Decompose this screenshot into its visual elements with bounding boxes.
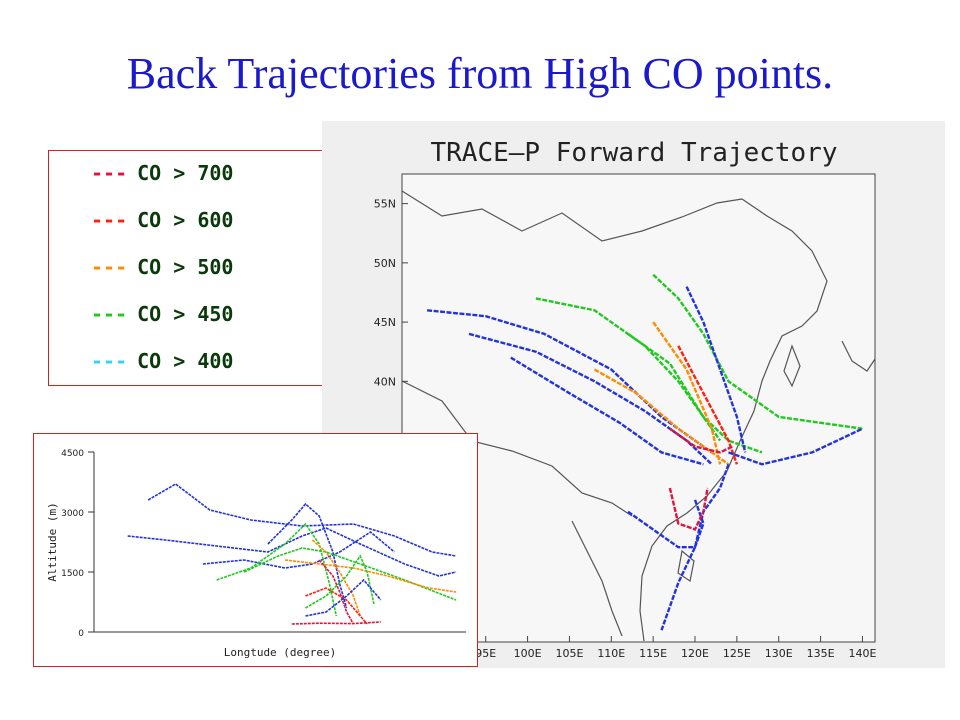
coastline-korea	[783, 344, 801, 388]
co-legend: --- CO > 700 --- CO > 600 --- CO > 500 --- C…	[48, 150, 326, 386]
map-x-tick-label: 100E	[514, 647, 542, 660]
map-trajectories	[426, 273, 863, 631]
map-x-tick-label: 135E	[807, 647, 835, 660]
altitude-trajectory-line	[305, 587, 368, 625]
altitude-trajectories	[127, 483, 457, 625]
map-trajectory-line	[728, 427, 863, 466]
map-x-tick-label: 105E	[555, 647, 583, 660]
legend-item-co-400: --- CO > 400	[91, 349, 233, 373]
altitude-trajectory-line	[216, 522, 338, 617]
altitude-trajectory-line	[291, 621, 381, 625]
altitude-y-tick-label: 4500	[61, 449, 84, 459]
legend-dash: ---	[91, 349, 128, 373]
altitude-y-tick-label: 0	[78, 629, 84, 639]
map-x-tick-label: 120E	[681, 647, 709, 660]
map-x-tick-label: 140E	[848, 647, 876, 660]
map-trajectory-line	[669, 427, 734, 454]
legend-item-co-700: --- CO > 700	[91, 161, 233, 185]
map-trajectory-line	[510, 356, 704, 466]
altitude-y-tick-label: 3000	[61, 509, 84, 519]
altitude-trajectory-line	[202, 531, 395, 569]
altitude-trajectory-line	[318, 559, 355, 625]
legend-item-co-450: --- CO > 450	[91, 302, 233, 326]
altitude-y-label: Altitude (m)	[46, 502, 59, 581]
legend-label: CO > 500	[137, 255, 234, 279]
map-y-tick-label: 55N	[374, 198, 396, 211]
map-x-tick-label: 130E	[765, 647, 793, 660]
map-title: TRACE–P Forward Trajectory	[431, 138, 838, 168]
map-trajectory-line	[660, 463, 730, 631]
map-trajectory-line	[677, 345, 739, 465]
altitude-chart: 0 1500 3000 4500 Altitude (m) Longtude (deg…	[46, 449, 466, 659]
altitude-trajectory-line	[127, 527, 457, 577]
coastline-east	[639, 198, 828, 642]
altitude-inset-panel: 0 1500 3000 4500 Altitude (m) Longtude (deg…	[33, 433, 478, 667]
map-trajectory-line	[668, 487, 709, 531]
map-coastlines	[401, 190, 876, 642]
map-y-tick-label: 45N	[374, 316, 396, 329]
map-trajectory-line	[685, 286, 747, 453]
map-y-tick-label: 50N	[374, 257, 396, 270]
map-x-tick-label: 110E	[597, 647, 625, 660]
slide-title: Back Trajectories from High CO points.	[126, 49, 834, 98]
legend-label: CO > 400	[137, 349, 234, 373]
legend-label: CO > 450	[137, 302, 234, 326]
map-trajectory-line	[652, 321, 722, 465]
legend-dash: ---	[91, 302, 128, 326]
altitude-trajectory-line	[311, 539, 361, 617]
altitude-y-ticks: 0 1500 3000 4500	[61, 449, 94, 639]
altitude-trajectory-line	[147, 483, 457, 557]
legend-item-co-500: --- CO > 500	[91, 255, 233, 279]
border-north	[401, 190, 743, 242]
altitude-trajectory-line	[267, 502, 348, 609]
altitude-x-label: Longtude (degree)	[224, 646, 337, 659]
legend-dash: ---	[91, 208, 128, 232]
map-y-tick-label: 40N	[374, 375, 396, 388]
map-x-tick-label: 125E	[723, 647, 751, 660]
legend-dash: ---	[91, 255, 128, 279]
legend-item-co-600: --- CO > 600	[91, 208, 233, 232]
legend-dash: ---	[91, 161, 128, 185]
altitude-trajectory-line	[243, 547, 457, 601]
peninsula-indochina	[571, 520, 623, 637]
altitude-y-tick-label: 1500	[61, 569, 84, 579]
altitude-trajectory-line	[305, 554, 375, 609]
legend-label: CO > 600	[137, 208, 234, 232]
coastline-japan	[841, 340, 876, 372]
border-south	[401, 380, 633, 517]
map-trajectory-line	[652, 273, 863, 430]
map-trajectory-line	[627, 332, 763, 454]
legend-label: CO > 700	[137, 161, 234, 185]
altitude-trajectory-line	[284, 559, 457, 593]
trajectory-map-chart: TRACE–P Forward Trajectory 95E 100E 105E 11…	[374, 138, 877, 660]
map-x-tick-label: 115E	[639, 647, 667, 660]
map-x-tick-label: 95E	[475, 647, 496, 660]
altitude-trajectory-line	[305, 578, 382, 617]
